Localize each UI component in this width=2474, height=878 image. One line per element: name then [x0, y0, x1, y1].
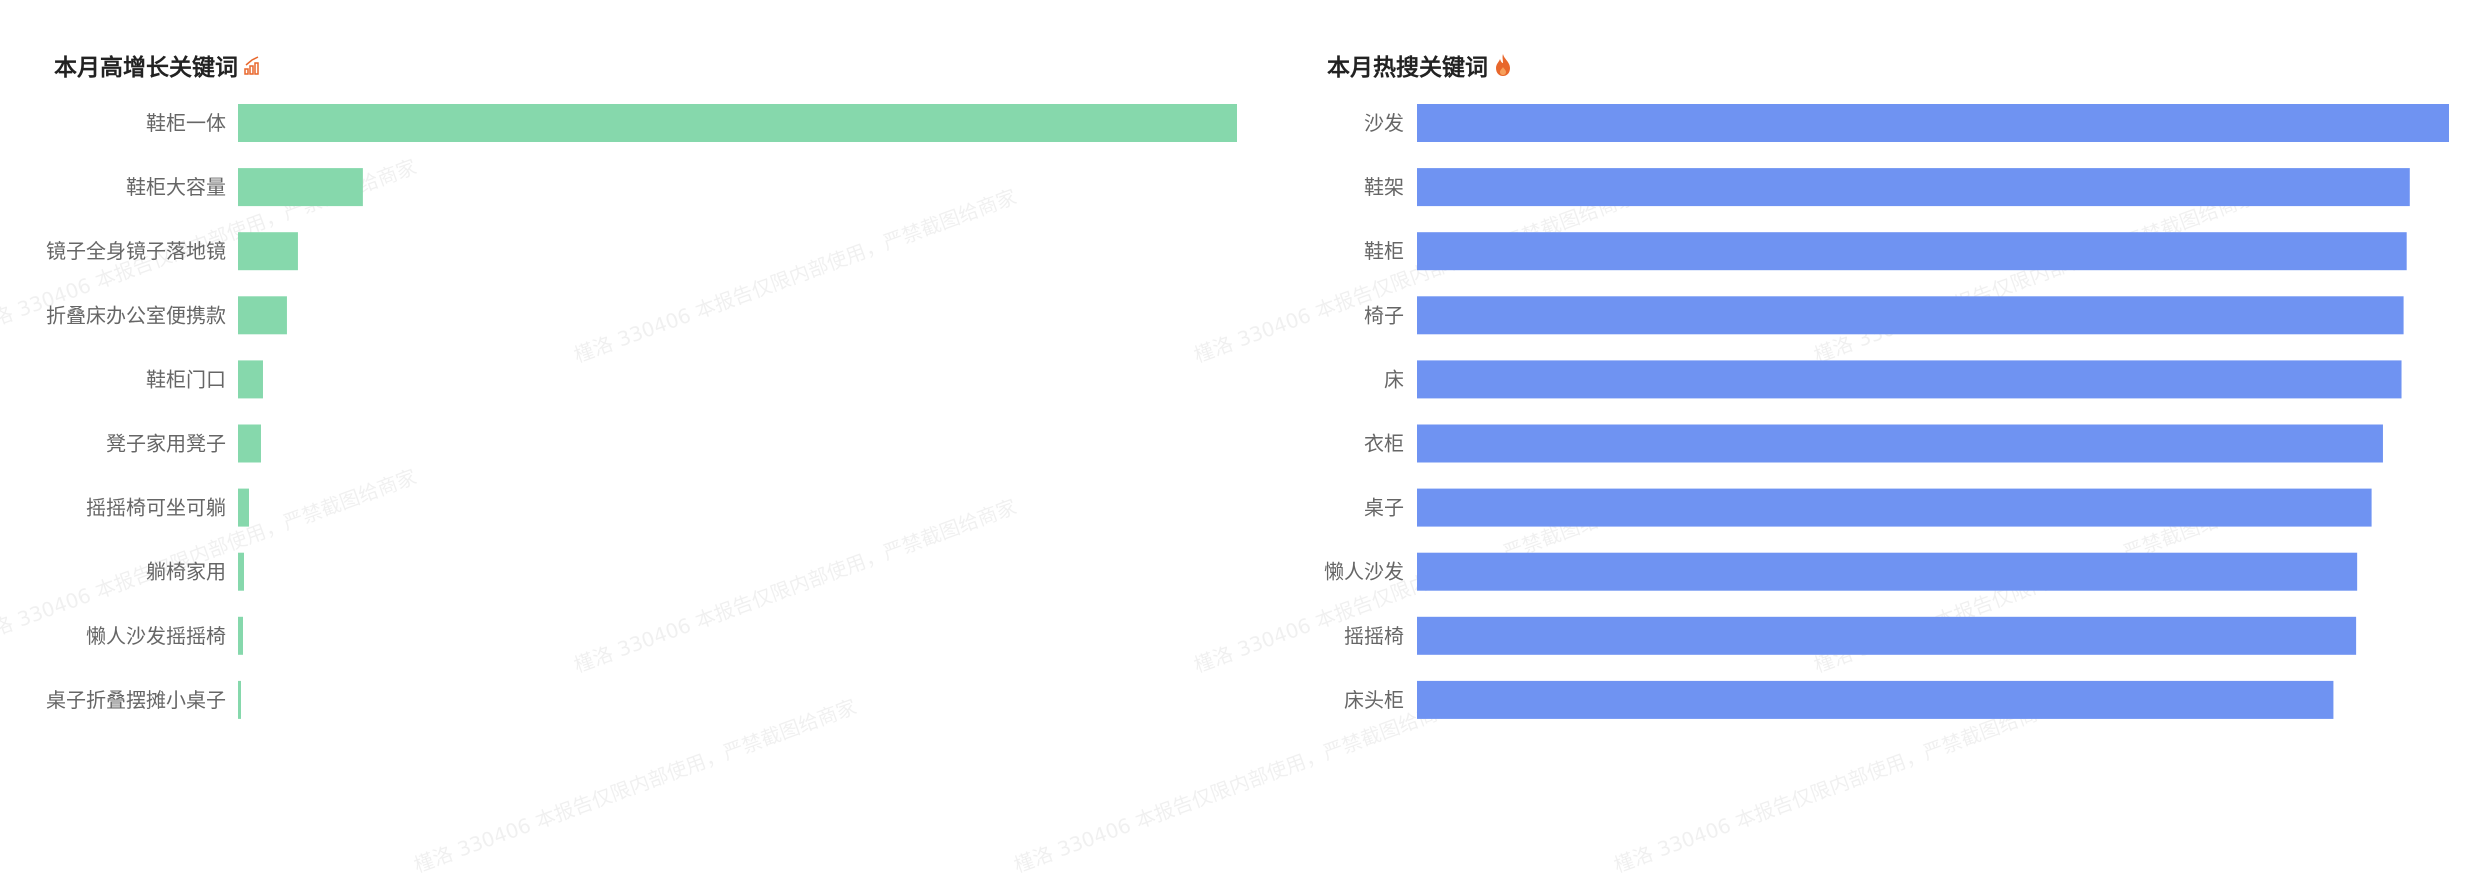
bar[interactable]: [1417, 360, 2402, 399]
fire-icon: [1496, 54, 1510, 76]
bar-charts: 鞋柜一体鞋柜大容量镜子全身镜子落地镜折叠床办公室便携款鞋柜门口凳子家用凳子摇摇椅…: [46, 104, 2449, 719]
bar[interactable]: [1417, 424, 2383, 463]
growth-keywords-chart: 鞋柜一体鞋柜大容量镜子全身镜子落地镜折叠床办公室便携款鞋柜门口凳子家用凳子摇摇椅…: [46, 104, 1237, 719]
chart-title-hot: 本月热搜关键词: [1327, 48, 1512, 82]
category-label: 躺椅家用: [146, 560, 226, 584]
category-label: 桌子折叠摆摊小桌子: [46, 688, 226, 712]
growth-chart-icon: [244, 56, 259, 75]
bar[interactable]: [238, 552, 244, 591]
category-label: 鞋柜门口: [146, 367, 226, 391]
bar[interactable]: [238, 296, 287, 335]
bar[interactable]: [1417, 296, 2404, 335]
category-label: 桌子: [1364, 496, 1404, 520]
bar[interactable]: [1417, 232, 2407, 271]
category-label: 镜子全身镜子落地镜: [46, 239, 226, 263]
category-label: 鞋柜: [1364, 239, 1404, 263]
title-text: 本月高增长关键词: [54, 55, 238, 81]
category-label: 鞋柜一体: [146, 111, 226, 135]
bar[interactable]: [1417, 168, 2410, 207]
category-label: 鞋架: [1364, 175, 1404, 199]
category-label: 沙发: [1364, 111, 1404, 135]
bar[interactable]: [238, 488, 249, 527]
category-label: 摇摇椅可坐可躺: [86, 496, 226, 520]
title-text: 本月热搜关键词: [1327, 55, 1488, 81]
category-label: 衣柜: [1364, 432, 1404, 456]
category-label: 鞋柜大容量: [126, 175, 226, 199]
bar[interactable]: [238, 360, 263, 399]
bar[interactable]: [1417, 552, 2358, 591]
category-label: 摇摇椅: [1344, 624, 1404, 648]
chart-title-growth: 本月高增长关键词: [54, 48, 262, 82]
bar[interactable]: [1417, 680, 2334, 719]
bar[interactable]: [238, 616, 243, 655]
bar[interactable]: [238, 424, 261, 463]
category-label: 床: [1384, 367, 1404, 391]
category-label: 床头柜: [1344, 688, 1404, 712]
bar[interactable]: [238, 680, 241, 719]
bar[interactable]: [1417, 488, 2372, 527]
category-label: 懒人沙发: [1324, 560, 1404, 584]
bar[interactable]: [1417, 616, 2357, 655]
category-label: 懒人沙发摇摇椅: [86, 624, 226, 648]
bar[interactable]: [238, 168, 363, 207]
bar[interactable]: [1417, 104, 2449, 142]
bar[interactable]: [238, 232, 298, 271]
category-label: 椅子: [1364, 303, 1404, 327]
category-label: 凳子家用凳子: [106, 432, 226, 456]
category-label: 折叠床办公室便携款: [46, 303, 226, 327]
bar[interactable]: [238, 104, 1237, 142]
